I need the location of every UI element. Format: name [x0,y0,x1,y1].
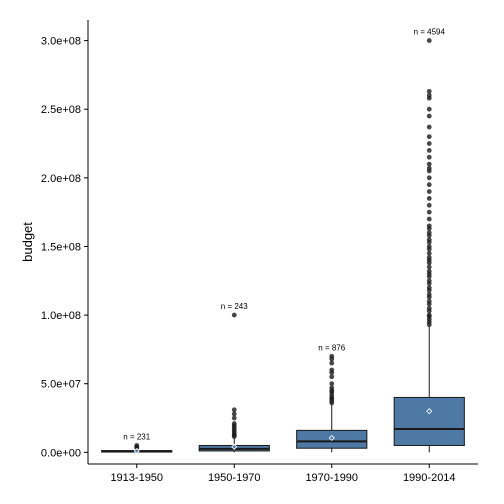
outlier-point [231,411,237,417]
n-label: n = 231 [123,432,150,441]
box-group: n = 4594 [393,28,465,453]
x-tick-label: 1990-2014 [403,472,456,484]
n-label: n = 4594 [414,28,446,37]
outlier-point [231,407,237,413]
outlier-point [426,93,432,98]
outlier-point [426,285,432,291]
x-tick-label: 1913-1950 [110,472,163,484]
outlier-point [426,113,432,119]
y-axis-title: budget [20,222,35,262]
outlier-point [426,237,432,242]
outlier-point [426,124,432,130]
outlier-point [426,292,432,297]
box-group: n = 243 [198,302,270,453]
mean-marker [328,434,335,441]
y-tick-label: 2.5e+08 [41,104,81,116]
outlier-point [329,367,335,373]
y-tick-label: 0.0e+00 [41,447,81,459]
outlier-point [426,134,432,140]
y-tick-label: 1.0e+08 [41,310,81,322]
outlier-point [426,298,432,304]
outlier-point [426,175,432,181]
outlier-point [426,305,432,311]
outlier-point [426,165,432,171]
outlier-point [426,264,432,270]
outlier-point [426,255,432,260]
outlier-point [426,196,432,201]
n-label: n = 243 [221,302,248,311]
outlier-point [426,38,432,43]
outlier-point [426,141,432,146]
y-axis: 0.0e+00 5.0e+07 1.0e+08 1.5e+08 2.0e+08 2.5e+… [41,36,88,459]
outlier-point [426,189,432,194]
outlier-point [426,154,432,160]
outlier-point [426,223,432,229]
outlier-point [426,202,432,208]
outlier-point [426,278,432,284]
outlier-point [426,147,432,153]
x-axis: 1913-1950 1950-1970 1970-1990 1990-2014 [110,464,456,484]
y-tick-label: 5.0e+07 [41,379,81,391]
outlier-point [426,161,432,167]
outlier-point [329,381,335,387]
y-tick-label: 2.0e+08 [41,173,81,185]
outlier-point [231,421,237,426]
outlier-point [426,230,432,236]
plot-area: n = 231 n = 243 n = 876 n = 4594 [101,28,465,455]
outlier-point [426,250,432,256]
outlier-point [329,353,335,359]
box-group: n = 231 [101,432,173,455]
outlier-point [426,216,432,222]
outlier-point [329,385,335,391]
outlier-point [134,443,140,448]
outlier-point [426,182,432,188]
mean-marker [426,408,433,415]
outlier-point [426,209,432,215]
outlier-point [231,312,237,318]
outlier-point [426,106,432,112]
outlier-point [426,88,432,94]
outlier-point [231,415,237,421]
x-tick-label: 1950-1970 [208,472,261,484]
box [393,396,465,446]
n-label: n = 876 [318,343,345,352]
mean-marker [133,447,140,455]
x-tick-label: 1970-1990 [305,472,358,484]
mean-marker [231,443,238,450]
outlier-point [426,268,432,274]
y-tick-label: 1.5e+08 [41,241,81,253]
box-group: n = 876 [296,343,368,453]
y-tick-label: 3.0e+08 [41,36,81,48]
outlier-point [426,244,432,249]
outlier-point [329,374,335,380]
outlier-point [329,360,335,366]
outlier-point [426,312,432,318]
